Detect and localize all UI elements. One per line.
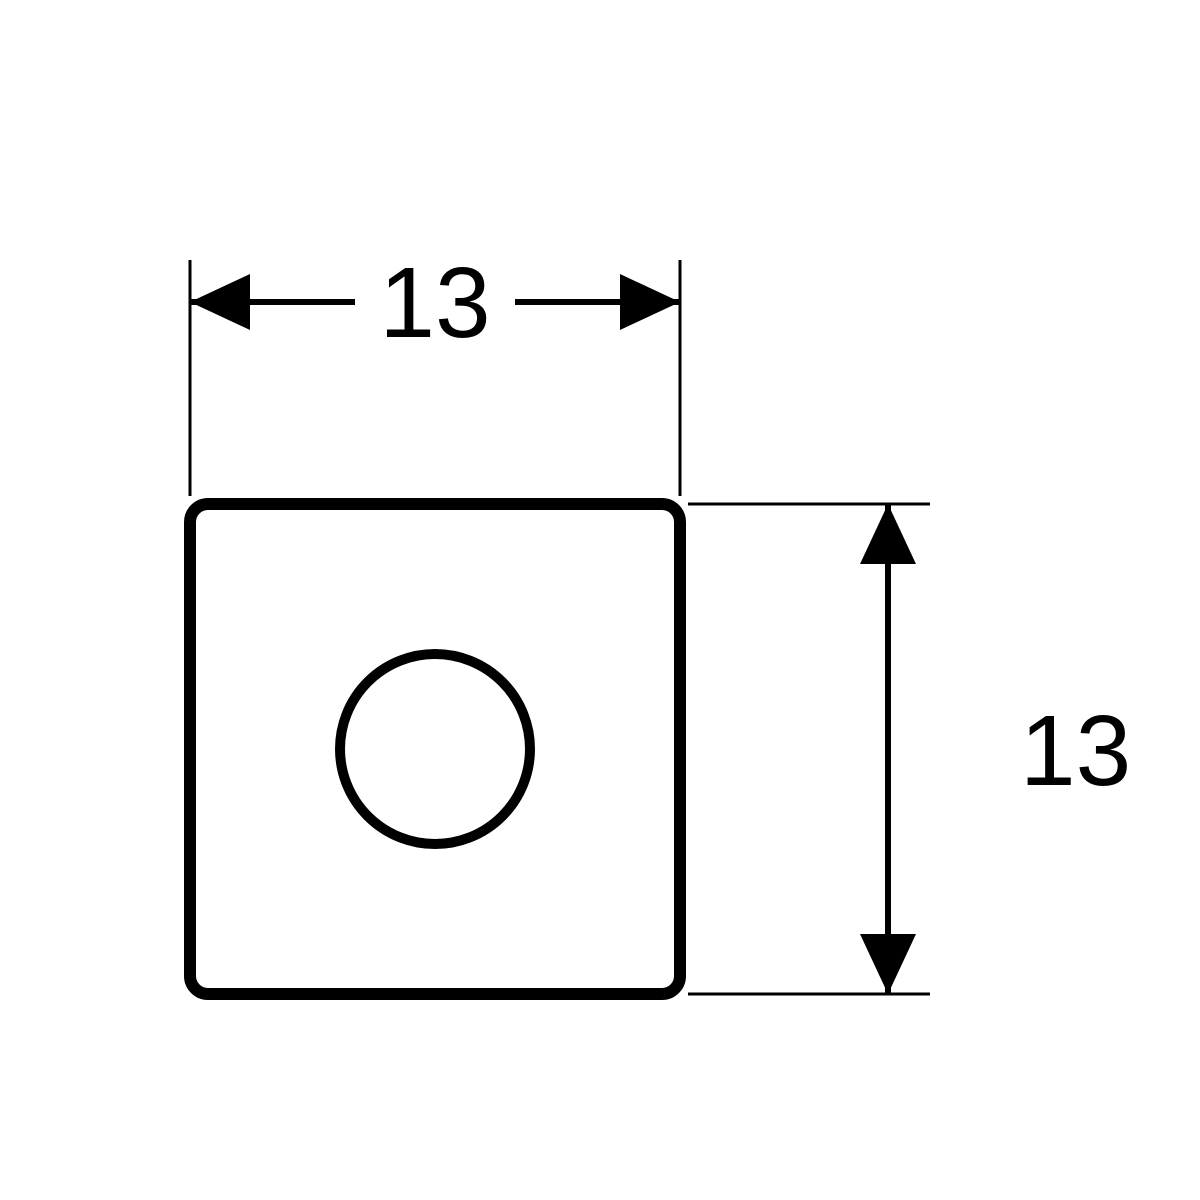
dimension-drawing: 13 13: [0, 0, 1200, 1200]
v-dim-label: 13: [1020, 695, 1131, 807]
h-dim-label: 13: [379, 247, 490, 359]
